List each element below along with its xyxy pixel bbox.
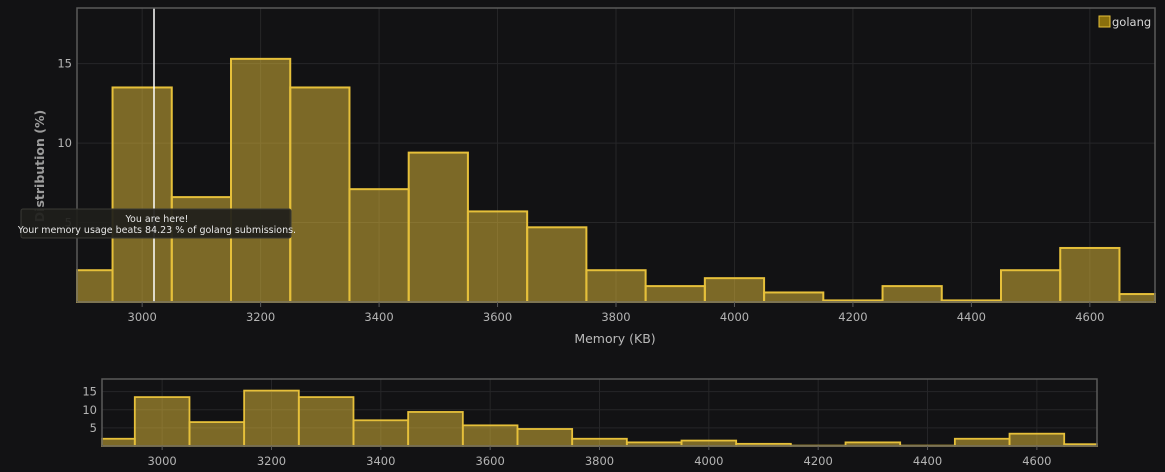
histogram-bar (1000, 269, 1062, 303)
navigator-bars (101, 389, 1098, 447)
you-are-here-tooltip: You are here! Your memory usage beats 84… (17, 208, 296, 239)
x-tick-label: 3600 (476, 454, 505, 468)
navigator-x-ticks: 3000 3200 3400 3600 3800 4000 4200 4400 4600 (147, 446, 1052, 468)
histogram-bar (133, 396, 191, 447)
histogram-bar (680, 439, 738, 447)
x-tick-label: 4200 (838, 310, 867, 324)
histogram-bar (289, 86, 351, 303)
x-tick-label: 3400 (366, 454, 395, 468)
y-tick-label: 15 (57, 57, 72, 71)
tooltip-text: Your memory usage beats 84.23 % of golan… (17, 225, 296, 236)
histogram-bar (763, 291, 825, 304)
y-tick-label: 10 (57, 136, 72, 150)
histogram-bar (526, 226, 588, 303)
x-tick-label: 3000 (128, 310, 157, 324)
main-x-ticks: 3000 3200 3400 3600 3800 4000 4200 4400 4600 (128, 302, 1104, 324)
histogram-bar (953, 437, 1011, 447)
histogram-bar (230, 57, 292, 304)
navigator-histogram[interactable]: 3000 3200 3400 3600 3800 4000 4200 4400 4600 5 10… (82, 378, 1098, 468)
y-tick-label: 15 (82, 385, 97, 399)
histogram-bar (466, 210, 529, 303)
x-tick-label: 3800 (585, 454, 614, 468)
x-tick-label: 3200 (246, 310, 275, 324)
x-tick-label: 4000 (720, 310, 749, 324)
histogram-bar (111, 86, 173, 303)
histogram-bar (881, 285, 943, 303)
histogram-bar (188, 421, 246, 447)
x-tick-label: 3600 (483, 310, 512, 324)
histogram-bar (101, 437, 136, 447)
histogram-bar (644, 285, 706, 303)
histogram-bar (1059, 246, 1121, 304)
x-tick-label: 3800 (601, 310, 630, 324)
x-tick-label: 4000 (694, 454, 723, 468)
x-tick-label: 3000 (147, 454, 176, 468)
histogram-bar (348, 188, 410, 304)
legend-label-golang: golang (1112, 15, 1151, 29)
histogram-bar (76, 269, 114, 303)
x-tick-label: 4400 (957, 310, 986, 324)
tooltip-box (20, 208, 292, 239)
x-tick-label: 4600 (1075, 310, 1104, 324)
x-tick-label: 4600 (1022, 454, 1051, 468)
histogram-bar (407, 151, 469, 303)
histogram-bar (571, 437, 628, 447)
histogram-bar (352, 419, 410, 447)
y-axis-label: Distribution (%) (32, 110, 47, 222)
x-axis-label: Memory (KB) (574, 331, 655, 346)
x-tick-label: 3400 (364, 310, 393, 324)
histogram-bar (1008, 432, 1066, 447)
x-tick-label: 3200 (257, 454, 286, 468)
histogram-bar (1118, 293, 1157, 303)
legend[interactable]: golang (1098, 15, 1151, 29)
navigator-y-ticks: 5 10 15 (82, 385, 97, 435)
histogram-bar (243, 389, 300, 447)
histogram-bar (407, 411, 464, 447)
histogram-bar (461, 424, 519, 447)
x-tick-label: 4200 (804, 454, 833, 468)
histogram-bar (585, 269, 647, 303)
histogram-bar (703, 277, 766, 304)
legend-swatch-golang (1098, 15, 1111, 28)
y-tick-label: 5 (90, 421, 97, 435)
main-bars[interactable] (76, 57, 1157, 304)
histogram-bar (516, 428, 574, 447)
tooltip-title: You are here! (125, 214, 189, 225)
histogram-bar (297, 396, 355, 447)
y-tick-label: 10 (82, 403, 97, 417)
x-tick-label: 4400 (913, 454, 942, 468)
